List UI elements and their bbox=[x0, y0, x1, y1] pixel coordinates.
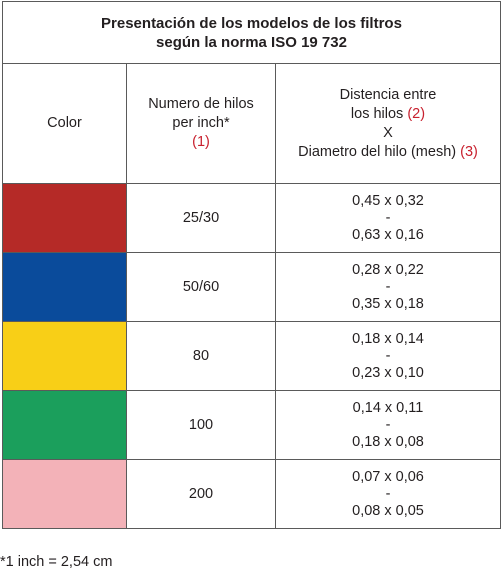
color-cell bbox=[2, 252, 127, 322]
distance-top: 0,28 x 0,22 bbox=[352, 261, 424, 278]
distance-separator: - bbox=[385, 209, 391, 226]
distance-separator: - bbox=[385, 278, 391, 295]
table-title-line-1: Presentación de los modelos de los filtr… bbox=[101, 14, 402, 32]
distance-separator: - bbox=[385, 485, 391, 502]
filter-models-table: Presentación de los modelos de los filtr… bbox=[2, 1, 501, 529]
table-header-row: Color Numero de hilos per inch* (1) Dist… bbox=[2, 63, 501, 184]
header-thread-count: Numero de hilos per inch* (1) bbox=[126, 63, 276, 184]
header-distance-line-1: Distencia entre bbox=[339, 86, 437, 103]
distance-bottom: 0,18 x 0,08 bbox=[352, 433, 424, 450]
thread-count-cell: 80 bbox=[126, 321, 276, 391]
header-diameter-ref: (3) bbox=[460, 143, 478, 160]
distance-separator: - bbox=[385, 347, 391, 364]
table-title-row: Presentación de los modelos de los filtr… bbox=[2, 1, 501, 64]
distance-separator: - bbox=[385, 416, 391, 433]
header-thread-count-ref: (1) bbox=[192, 134, 210, 150]
header-diameter-text: Diametro del hilo (mesh) bbox=[298, 143, 457, 160]
distance-cell: 0,14 x 0,11 - 0,18 x 0,08 bbox=[275, 390, 501, 460]
distance-cell: 0,45 x 0,32 - 0,63 x 0,16 bbox=[275, 183, 501, 253]
header-thread-count-line-1: Numero de hilos bbox=[148, 96, 254, 112]
header-distance-x: X bbox=[383, 124, 393, 141]
thread-count-cell: 100 bbox=[126, 390, 276, 460]
header-diameter-line: Diametro del hilo (mesh) (3) bbox=[276, 143, 500, 162]
distance-cell: 0,07 x 0,06 - 0,08 x 0,05 bbox=[275, 459, 501, 529]
distance-top: 0,18 x 0,14 bbox=[352, 330, 424, 347]
distance-cell: 0,28 x 0,22 - 0,35 x 0,18 bbox=[275, 252, 501, 322]
color-swatch bbox=[3, 391, 126, 459]
header-thread-count-line-2: per inch* bbox=[172, 115, 230, 131]
distance-cell: 0,18 x 0,14 - 0,23 x 0,10 bbox=[275, 321, 501, 391]
header-distance-line-2: los hilos (2) bbox=[276, 105, 500, 124]
distance-bottom: 0,63 x 0,16 bbox=[352, 226, 424, 243]
thread-count-cell: 25/30 bbox=[126, 183, 276, 253]
header-distance: Distencia entre los hilos (2) X Diametro… bbox=[275, 63, 501, 184]
color-swatch bbox=[3, 322, 126, 390]
color-cell bbox=[2, 183, 127, 253]
footnote: *1 inch = 2,54 cm bbox=[0, 554, 113, 570]
color-swatch bbox=[3, 460, 126, 528]
distance-bottom: 0,08 x 0,05 bbox=[352, 502, 424, 519]
table-row: 80 0,18 x 0,14 - 0,23 x 0,10 bbox=[2, 321, 501, 391]
thread-count-cell: 50/60 bbox=[126, 252, 276, 322]
color-cell bbox=[2, 321, 127, 391]
table-row: 200 0,07 x 0,06 - 0,08 x 0,05 bbox=[2, 459, 501, 529]
header-distance-ref: (2) bbox=[407, 105, 426, 122]
header-color: Color bbox=[2, 63, 127, 184]
header-distance-line-2-text: los hilos bbox=[350, 105, 404, 122]
table-title: Presentación de los modelos de los filtr… bbox=[2, 1, 501, 64]
distance-bottom: 0,23 x 0,10 bbox=[352, 364, 424, 381]
table-row: 100 0,14 x 0,11 - 0,18 x 0,08 bbox=[2, 390, 501, 460]
table-title-line-2: según la norma ISO 19 732 bbox=[156, 33, 347, 51]
table-row: 50/60 0,28 x 0,22 - 0,35 x 0,18 bbox=[2, 252, 501, 322]
thread-count-cell: 200 bbox=[126, 459, 276, 529]
distance-top: 0,14 x 0,11 bbox=[352, 399, 424, 416]
color-cell bbox=[2, 459, 127, 529]
distance-bottom: 0,35 x 0,18 bbox=[352, 295, 424, 312]
distance-top: 0,45 x 0,32 bbox=[352, 192, 424, 209]
color-swatch bbox=[3, 184, 126, 252]
table-row: 25/30 0,45 x 0,32 - 0,63 x 0,16 bbox=[2, 183, 501, 253]
color-cell bbox=[2, 390, 127, 460]
color-swatch bbox=[3, 253, 126, 321]
distance-top: 0,07 x 0,06 bbox=[352, 468, 424, 485]
